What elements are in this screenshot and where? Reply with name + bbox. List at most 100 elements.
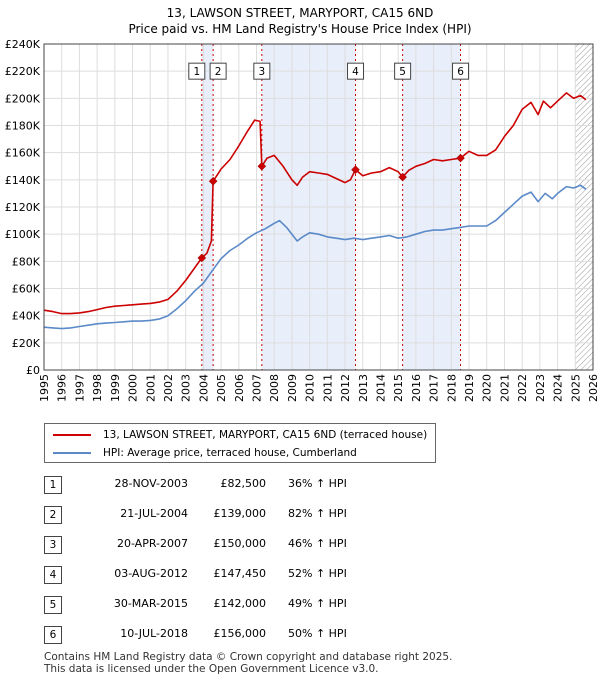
table-row: 5 30-MAR-2015 £142,000 49% ↑ HPI <box>44 590 584 620</box>
footer-licence: This data is licensed under the Open Gov… <box>44 663 379 675</box>
table-row: 1 28-NOV-2003 £82,500 36% ↑ HPI <box>44 470 584 500</box>
table-row: 2 21-JUL-2004 £139,000 82% ↑ HPI <box>44 500 584 530</box>
sale-date: 03-AUG-2012 <box>114 567 188 580</box>
x-tick-label: 1999 <box>109 374 122 402</box>
x-tick-label: 1995 <box>38 374 51 402</box>
x-tick-label: 2010 <box>304 374 317 402</box>
sale-point-marker <box>208 176 218 186</box>
sale-date: 10-JUL-2018 <box>120 627 188 640</box>
series-lines <box>43 92 587 330</box>
x-tick-label: 2002 <box>162 374 175 402</box>
x-tick-label: 2023 <box>534 374 547 402</box>
sale-date: 30-MAR-2015 <box>113 597 188 610</box>
x-axis-ticks: 1995 1996 1997 1998 1999 2000 2001 2002 2003 2004… <box>38 374 600 402</box>
y-tick-label: £240K <box>5 38 41 51</box>
sale-number-text: 6 <box>457 66 464 78</box>
x-tick-label: 2016 <box>410 374 423 402</box>
sale-point-marker <box>398 172 407 182</box>
y-tick-label: £220K <box>5 65 41 78</box>
sale-markers <box>197 153 465 263</box>
y-tick-label: £140K <box>5 174 41 187</box>
x-tick-label: 1996 <box>56 374 69 402</box>
sale-hpi-change: 50% ↑ HPI <box>288 627 347 640</box>
legend-label-property: 13, LAWSON STREET, MARYPORT, CA15 6ND (t… <box>103 429 428 441</box>
sale-price: £147,450 <box>213 567 267 580</box>
sale-date: 21-JUL-2004 <box>120 507 188 520</box>
sale-point-marker <box>197 253 207 263</box>
sale-date: 20-APR-2007 <box>116 537 188 550</box>
x-tick-label: 1997 <box>73 374 86 402</box>
sale-number-label: 3 <box>253 62 271 80</box>
x-tick-label: 2015 <box>392 374 405 402</box>
table-row: 3 20-APR-2007 £150,000 46% ↑ HPI <box>44 530 584 560</box>
footer: Contains HM Land Registry data © Crown c… <box>44 651 452 675</box>
y-tick-label: £20K <box>12 337 41 350</box>
sale-date-lines <box>201 44 462 370</box>
sale-price: £156,000 <box>213 627 267 640</box>
footer-copyright: Contains HM Land Registry data © Crown c… <box>44 651 453 663</box>
sale-number-box <box>394 62 412 80</box>
x-tick-label: 2021 <box>498 374 511 402</box>
x-tick-label: 2012 <box>339 374 352 402</box>
sale-hpi-change: 49% ↑ HPI <box>288 597 347 610</box>
sale-number-text: 2 <box>215 66 222 78</box>
sale-number-box <box>452 62 470 80</box>
chart-subtitle: Price paid vs. HM Land Registry's House … <box>128 22 471 36</box>
hpi-series-line <box>43 184 587 330</box>
sale-number-text: 5 <box>399 66 406 78</box>
legend: 13, LAWSON STREET, MARYPORT, CA15 6ND (t… <box>44 423 436 463</box>
legend-swatch-hpi <box>53 452 91 454</box>
sale-point-marker <box>456 153 465 163</box>
table-row: 4 03-AUG-2012 £147,450 52% ↑ HPI <box>44 560 584 590</box>
x-tick-label: 2008 <box>268 374 281 402</box>
legend-item-property: 13, LAWSON STREET, MARYPORT, CA15 6ND (t… <box>45 426 427 444</box>
sale-number-badge: 1 <box>44 476 62 494</box>
sale-number-label: 1 <box>188 62 206 80</box>
sale-price: £139,000 <box>213 507 267 520</box>
sale-date: 28-NOV-2003 <box>114 477 188 490</box>
y-tick-label: £200K <box>5 92 41 105</box>
x-tick-label: 1998 <box>91 374 104 402</box>
sale-number-label: 4 <box>347 62 365 80</box>
x-tick-label: 2026 <box>587 374 600 402</box>
sale-hpi-change: 46% ↑ HPI <box>288 537 347 550</box>
x-tick-label: 2000 <box>127 374 140 402</box>
y-tick-label: £40K <box>12 310 41 323</box>
sale-hpi-change: 82% ↑ HPI <box>288 507 347 520</box>
x-tick-label: 2022 <box>516 374 529 402</box>
x-tick-label: 2004 <box>197 374 210 402</box>
sale-number-box <box>209 62 227 80</box>
x-tick-label: 2025 <box>569 374 582 402</box>
x-tick-label: 2017 <box>428 374 441 402</box>
y-tick-label: £60K <box>12 283 41 296</box>
y-tick-label: £100K <box>5 228 41 241</box>
legend-swatch-property <box>53 434 91 436</box>
sale-number-badge: 6 <box>44 626 62 644</box>
x-tick-label: 2005 <box>215 374 228 402</box>
sale-number-badge: 3 <box>44 536 62 554</box>
sale-number-label: 2 <box>209 62 227 80</box>
x-tick-label: 2024 <box>552 374 565 402</box>
x-tick-label: 2006 <box>233 374 246 402</box>
x-tick-label: 2014 <box>374 374 387 402</box>
legend-item-hpi: HPI: Average price, terraced house, Cumb… <box>45 444 357 462</box>
sale-point-marker <box>351 165 360 175</box>
sale-number-label: 6 <box>452 62 470 80</box>
sale-number-badge: 4 <box>44 566 62 584</box>
sale-number-box <box>253 62 271 80</box>
y-axis-ticks: £0 £20K £40K £60K £80K £100K £120K £140K £160K £1… <box>5 38 41 377</box>
sale-number-box <box>347 62 365 80</box>
price-chart: 13, LAWSON STREET, MARYPORT, CA15 6ND Pr… <box>5 6 600 402</box>
y-tick-label: £120K <box>5 201 41 214</box>
x-tick-label: 2019 <box>463 374 476 402</box>
sale-price: £142,000 <box>213 597 267 610</box>
x-tick-label: 2007 <box>251 374 264 402</box>
sale-number-text: 3 <box>258 66 265 78</box>
chart-title: 13, LAWSON STREET, MARYPORT, CA15 6ND <box>167 6 434 20</box>
property-series-line <box>43 92 587 315</box>
x-tick-label: 2011 <box>321 374 334 402</box>
sale-number-badge: 2 <box>44 506 62 524</box>
sale-number-labels: 1 2 3 4 5 6 <box>188 62 470 80</box>
y-tick-label: £180K <box>5 120 41 133</box>
x-tick-label: 2001 <box>144 374 157 402</box>
